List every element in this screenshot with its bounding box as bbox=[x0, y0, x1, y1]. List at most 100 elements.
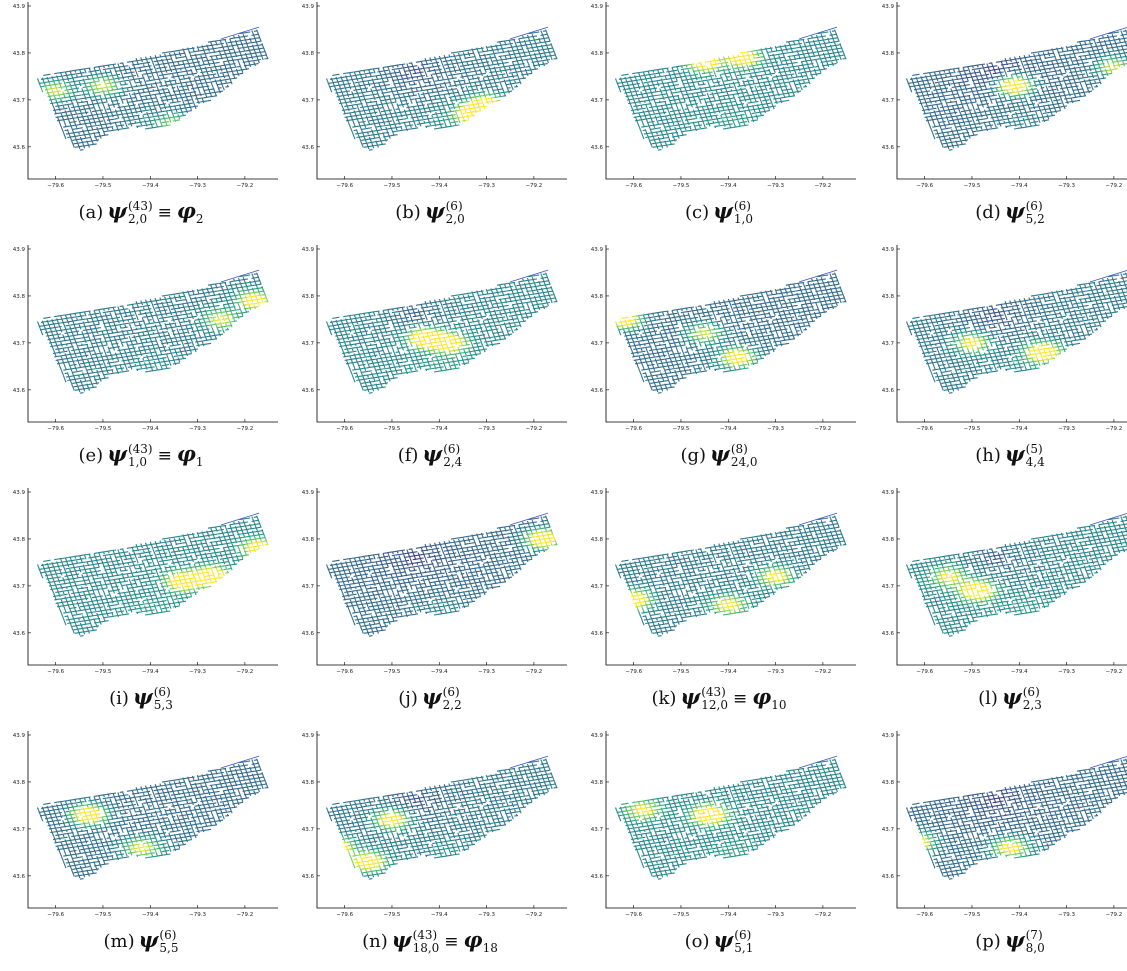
street-edge bbox=[150, 107, 151, 109]
street-edge bbox=[142, 100, 146, 101]
street-edge bbox=[448, 91, 449, 93]
street-edge bbox=[347, 78, 348, 80]
street-edge bbox=[493, 77, 494, 79]
street-edge bbox=[175, 81, 176, 83]
street-edge bbox=[100, 122, 101, 124]
street-edge bbox=[78, 113, 82, 114]
street-edge bbox=[533, 49, 534, 51]
street-edge bbox=[692, 119, 696, 120]
street-edge bbox=[402, 86, 406, 87]
street-edge bbox=[395, 99, 396, 101]
street-edge bbox=[697, 92, 701, 93]
street-edge bbox=[403, 97, 407, 98]
street-edge bbox=[48, 96, 52, 97]
street-edge bbox=[650, 118, 654, 119]
street-edge bbox=[621, 80, 622, 82]
street-edge bbox=[431, 111, 435, 112]
street-edge bbox=[424, 95, 425, 97]
street-edge bbox=[118, 104, 119, 106]
street-edge bbox=[220, 73, 224, 74]
street-edge bbox=[156, 84, 157, 86]
street-edge bbox=[699, 73, 700, 75]
street-edge bbox=[680, 117, 684, 118]
street-edge bbox=[723, 122, 724, 124]
street-edge bbox=[401, 113, 402, 115]
street-edge bbox=[148, 77, 152, 78]
street-edge bbox=[395, 116, 399, 117]
street-edge bbox=[403, 119, 407, 120]
street-edge bbox=[466, 86, 467, 88]
street-edge bbox=[38, 79, 39, 81]
street-edge bbox=[443, 106, 444, 108]
street-edge bbox=[380, 111, 381, 113]
street-edge bbox=[672, 79, 673, 81]
street-edge bbox=[175, 67, 176, 69]
street-edge bbox=[416, 91, 420, 92]
street-edge bbox=[352, 75, 356, 76]
street-edge bbox=[689, 101, 693, 102]
street-edge bbox=[343, 107, 344, 109]
street-edge bbox=[505, 82, 506, 84]
street-edge bbox=[376, 108, 380, 109]
street-edge bbox=[226, 79, 230, 80]
street-edge bbox=[102, 66, 106, 67]
street-edge bbox=[73, 132, 77, 133]
street-edge bbox=[143, 114, 147, 115]
street-edge bbox=[469, 92, 470, 94]
street-edge bbox=[419, 120, 423, 121]
street-edge bbox=[101, 73, 105, 74]
street-edge bbox=[191, 107, 195, 108]
street-edge bbox=[99, 99, 103, 100]
street-edge bbox=[223, 86, 224, 88]
street-edge bbox=[657, 146, 661, 147]
street-edge bbox=[664, 116, 668, 117]
street-edge bbox=[204, 77, 205, 79]
street-edge bbox=[90, 144, 94, 145]
street-edge bbox=[699, 107, 703, 108]
street-edge bbox=[657, 128, 661, 129]
street-edge bbox=[636, 92, 637, 94]
street-edge bbox=[652, 133, 653, 135]
street-edge bbox=[434, 88, 438, 89]
street-edge bbox=[385, 92, 389, 93]
street-edge bbox=[391, 128, 395, 129]
street-edge bbox=[238, 35, 239, 37]
street-edge bbox=[56, 100, 57, 102]
street-edge bbox=[642, 135, 643, 137]
street-edge bbox=[414, 88, 418, 89]
street-edge bbox=[121, 125, 125, 126]
street-edge bbox=[181, 72, 185, 73]
street-edge bbox=[103, 69, 107, 70]
street-edge bbox=[228, 83, 232, 84]
street-edge bbox=[390, 113, 394, 114]
street-edge bbox=[103, 104, 104, 106]
street-edge bbox=[454, 111, 458, 112]
x-tick-label: −79.2 bbox=[525, 183, 542, 189]
street-edge bbox=[342, 81, 346, 82]
street-edge bbox=[398, 94, 402, 95]
street-edge bbox=[497, 53, 501, 54]
street-edge bbox=[164, 89, 168, 90]
street-edge bbox=[214, 63, 215, 65]
street-edge bbox=[474, 53, 475, 55]
street-edge bbox=[388, 110, 392, 111]
street-edge bbox=[692, 105, 693, 107]
street-edge bbox=[343, 113, 347, 114]
street-edge bbox=[116, 98, 117, 100]
street-edge bbox=[362, 143, 363, 145]
street-edge bbox=[407, 64, 408, 66]
street-edge bbox=[554, 52, 555, 54]
street-edge bbox=[400, 130, 404, 131]
street-edge bbox=[552, 46, 553, 48]
street-edge bbox=[79, 82, 80, 84]
street-edge bbox=[124, 113, 128, 114]
street-edge bbox=[352, 86, 356, 87]
street-edge bbox=[89, 95, 90, 97]
street-edge bbox=[193, 49, 194, 51]
street-edge bbox=[153, 75, 154, 77]
street-edge bbox=[436, 112, 437, 114]
street-edge bbox=[465, 120, 469, 121]
street-edge bbox=[82, 105, 86, 106]
street-edge bbox=[189, 92, 193, 93]
street-edge bbox=[136, 115, 140, 116]
